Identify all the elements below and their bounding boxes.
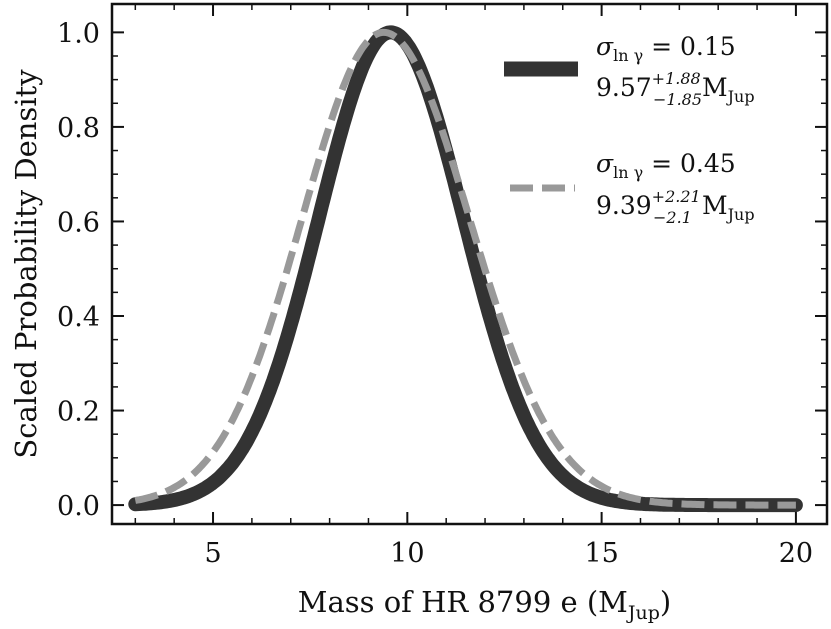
- legend-unit-sub-0: Jup: [726, 87, 755, 106]
- y-tick-label-4: 0.8: [57, 113, 100, 144]
- x-axis-label-close: ): [660, 585, 671, 619]
- legend-subscript-0: −1.85: [653, 90, 702, 109]
- legend-sigma-1: σ: [596, 149, 614, 178]
- x-tick-label-3: 20: [779, 538, 813, 569]
- legend-label-1-line2: 9.39+2.21 −2.1 MJup: [596, 187, 755, 227]
- legend: σln γ = 0.15 9.57+1.88 −1.85MJup σln γ = …: [504, 32, 755, 227]
- legend-sigma-sub-0: ln γ: [613, 46, 643, 65]
- legend-subscript-1: −2.1: [653, 208, 692, 227]
- series-line-1: [133, 28, 798, 509]
- legend-entry-1: σln γ = 0.45 9.39+2.21 −2.1 MJup: [510, 149, 755, 227]
- x-tick-label-2: 15: [584, 538, 618, 569]
- legend-sup-0: +1.88: [652, 69, 701, 88]
- legend-sup-1: +2.21: [652, 187, 701, 206]
- x-axis-label-sub: Jup: [626, 602, 660, 624]
- legend-unit-1: M: [702, 191, 728, 220]
- legend-unit-sub-1: Jup: [726, 205, 755, 224]
- x-tick-label-0: 5: [204, 538, 221, 569]
- legend-sigma-sub-1: ln γ: [613, 163, 643, 182]
- x-tick-label-1: 10: [390, 538, 424, 569]
- x-axis-label-main: Mass of HR 8799 e (M: [298, 585, 628, 619]
- plot-frame: [110, 2, 829, 526]
- legend-label-1-line1: σln γ = 0.45: [596, 149, 736, 182]
- x-axis-label: Mass of HR 8799 e (MJup): [298, 585, 672, 624]
- legend-label-0-line2: 9.57+1.88 −1.85MJup: [596, 69, 755, 109]
- legend-unit-0: M: [702, 73, 728, 102]
- y-tick-label-0: 0.0: [57, 491, 100, 522]
- y-tick-label-1: 0.2: [57, 397, 100, 428]
- legend-label-0-line1: σln γ = 0.15: [596, 32, 736, 65]
- legend-sigma-val-1: = 0.45: [643, 149, 736, 178]
- legend-value-1: 9.39: [596, 191, 652, 220]
- tick-labels: 5 10 15 20 0.0 0.2 0.4 0.6 0.8 1.0: [57, 18, 813, 569]
- y-axis-label: Scaled Probability Density: [9, 69, 43, 459]
- y-tick-label-3: 0.6: [57, 207, 100, 238]
- legend-sigma-0: σ: [596, 32, 614, 61]
- legend-sigma-val-0: = 0.15: [643, 32, 736, 61]
- plot-area: [128, 25, 803, 513]
- y-tick-label-5: 1.0: [57, 18, 100, 49]
- y-tick-label-2: 0.4: [57, 302, 100, 333]
- legend-value-0: 9.57: [596, 73, 652, 102]
- legend-entry-0: σln γ = 0.15 9.57+1.88 −1.85MJup: [504, 32, 755, 109]
